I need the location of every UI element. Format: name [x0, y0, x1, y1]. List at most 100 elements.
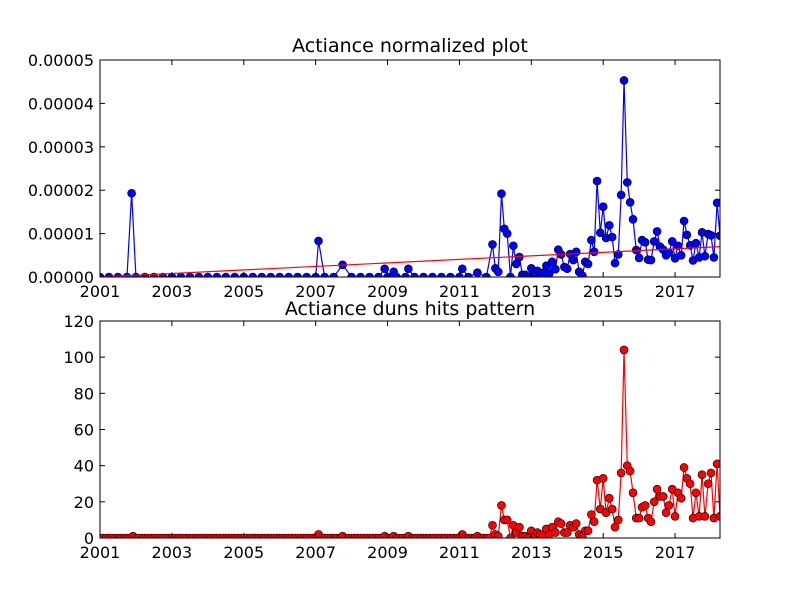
data-point: [497, 501, 506, 510]
data-point: [571, 519, 581, 528]
chart-title: Actiance duns hits pattern: [285, 298, 535, 320]
data-point: [661, 508, 671, 517]
data-point: [551, 264, 560, 274]
data-point: [365, 272, 374, 277]
x-tick-label: 2009: [367, 543, 408, 562]
data-point: [551, 528, 560, 537]
data-point: [493, 531, 503, 538]
data-point: [506, 272, 515, 277]
data-point: [619, 345, 629, 355]
y-tick-label: 0.00002: [28, 181, 94, 200]
data-point: [697, 470, 707, 480]
data-point: [589, 517, 599, 527]
data-point: [667, 237, 677, 246]
data-point: [646, 255, 656, 265]
data-point: [275, 272, 285, 277]
x-tick-label: 2017: [655, 282, 696, 301]
data-point: [493, 267, 503, 277]
x-tick-label: 2011: [439, 282, 480, 301]
data-point: [706, 231, 716, 240]
data-point: [610, 258, 620, 268]
data-point: [596, 228, 605, 238]
data-point: [314, 236, 323, 246]
data-point: [691, 488, 701, 498]
data-point: [302, 272, 311, 277]
data-point: [685, 479, 695, 489]
data-point: [356, 272, 365, 277]
data-point: [410, 272, 419, 277]
y-tick-label: 0.00005: [28, 51, 94, 70]
data-point: [428, 272, 437, 277]
data-point: [473, 268, 482, 277]
data-point: [670, 511, 680, 521]
data-point: [676, 251, 686, 260]
data-point: [583, 526, 593, 536]
data-point: [679, 216, 689, 226]
data-point: [589, 247, 599, 257]
data-point: [464, 272, 473, 277]
x-tick-label: 2005: [223, 282, 264, 301]
data-point: [622, 178, 632, 187]
x-tick-label: 2005: [223, 543, 264, 562]
data-point: [649, 497, 659, 507]
data-point: [709, 253, 719, 262]
data-point: [652, 227, 662, 236]
x-tick-label: 2017: [655, 543, 696, 562]
x-tick-label: 2015: [583, 282, 624, 301]
data-point: [634, 513, 644, 523]
data-point: [266, 272, 276, 277]
data-point: [628, 488, 638, 498]
data-point: [592, 176, 602, 186]
data-point: [212, 272, 222, 277]
y-tick-label: 80: [74, 384, 94, 403]
data-point: [203, 272, 213, 277]
y-tick-label: 60: [74, 421, 94, 440]
data-point: [497, 189, 506, 198]
y-tick-label: 120: [63, 312, 94, 331]
data-point: [127, 188, 136, 198]
chart-bottom: Actiance duns hits pattern 2001 2003 2005 2…: [63, 298, 721, 562]
axis-ticks: 2001 2003 2005 2007 2009 2011 2013 2015 2017 0 20 4…: [63, 312, 720, 562]
data-point: [562, 528, 572, 537]
data-point: [511, 259, 521, 269]
data-point: [437, 272, 446, 277]
data-point: [607, 504, 617, 514]
data-point: [587, 510, 596, 519]
x-tick-label: 2003: [152, 282, 193, 301]
data-point: [569, 255, 578, 265]
data-point: [583, 259, 593, 269]
data-point: [658, 492, 668, 501]
data-point: [488, 521, 497, 530]
data-point: [515, 522, 524, 532]
data-point: [664, 501, 674, 510]
data-point: [221, 272, 231, 277]
data-point: [628, 214, 638, 224]
data-point: [613, 250, 623, 259]
data-point: [506, 533, 515, 538]
data-point: [457, 264, 467, 274]
x-tick-label: 2007: [295, 282, 336, 301]
trend-line: [100, 246, 720, 277]
data-point: [625, 198, 635, 207]
data-point: [562, 264, 572, 274]
data-point: [320, 272, 329, 277]
data-point: [613, 515, 623, 525]
data-point: [230, 272, 240, 277]
data-point: [571, 247, 581, 257]
data-point: [587, 235, 596, 245]
x-tick-label: 2013: [511, 543, 552, 562]
data-point: [248, 272, 258, 277]
x-tick-label: 2013: [511, 282, 552, 301]
data-point: [446, 272, 455, 277]
x-tick-label: 2007: [295, 543, 336, 562]
y-tick-label: 40: [74, 457, 94, 476]
data-point: [482, 272, 491, 277]
y-tick-label: 0.00003: [28, 138, 94, 157]
data-point: [194, 272, 204, 277]
data-point: [544, 269, 554, 277]
x-tick-label: 2009: [367, 282, 408, 301]
data-point: [703, 479, 713, 489]
data-point: [100, 272, 105, 277]
data-point: [640, 501, 650, 510]
